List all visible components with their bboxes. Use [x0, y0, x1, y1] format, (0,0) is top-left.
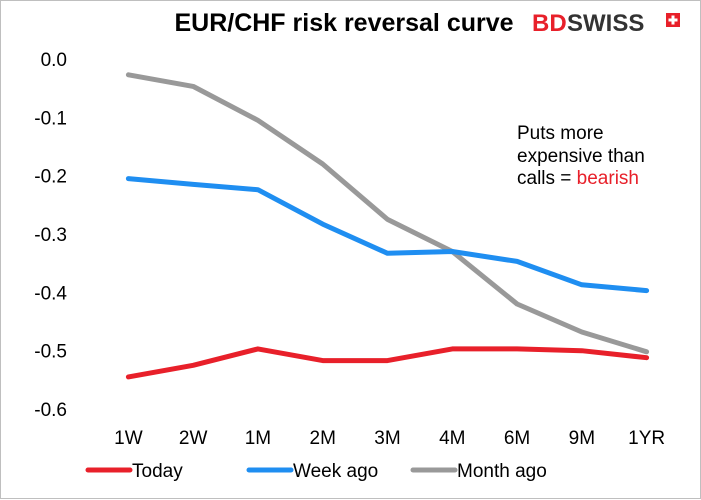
legend-label: Month ago: [457, 461, 547, 482]
x-tick-label: 6M: [504, 428, 530, 449]
y-tick-label: -0.4: [34, 283, 67, 304]
x-tick-label: 2M: [310, 428, 336, 449]
series-lines: [125, 72, 650, 380]
x-tick-label: 9M: [569, 428, 595, 449]
annotation-prefix: calls =: [517, 168, 577, 189]
swiss-cross-icon: [666, 13, 680, 27]
y-tick-label: 0.0: [41, 50, 67, 71]
x-tick-label: 2W: [179, 428, 208, 449]
chart-title: EUR/CHF risk reversal curve: [174, 9, 513, 37]
series-line-week-ago: [125, 176, 650, 294]
annotation-line-1: Puts more: [517, 123, 604, 144]
logo-swiss-text: SWISS: [567, 10, 644, 37]
y-tick-label: -0.6: [34, 400, 67, 421]
y-tick-label: -0.2: [34, 167, 67, 188]
legend-label: Today: [132, 461, 183, 482]
legend: Today Week ago Month ago: [85, 461, 547, 482]
legend-item-week-ago: Week ago: [246, 461, 378, 482]
annotation-highlight: bearish: [577, 168, 639, 189]
legend-label: Week ago: [293, 461, 378, 482]
y-tick-label: -0.3: [34, 225, 67, 246]
y-axis-ticks: 0.0 -0.1 -0.2 -0.3 -0.4 -0.5 -0.6: [34, 50, 67, 421]
y-tick-label: -0.5: [34, 342, 67, 363]
x-tick-label: 1YR: [628, 428, 665, 449]
x-tick-label: 3M: [374, 428, 400, 449]
x-tick-label: 4M: [439, 428, 465, 449]
legend-item-today: Today: [85, 461, 183, 482]
annotation-line-2: expensive than: [517, 146, 645, 167]
legend-item-month-ago: Month ago: [410, 461, 547, 482]
annotation-line-3: calls = bearish: [517, 168, 639, 189]
logo-bd-text: BD: [532, 10, 567, 37]
x-tick-label: 1M: [245, 428, 271, 449]
series-line-month-ago: [125, 72, 650, 355]
y-tick-label: -0.1: [34, 108, 67, 129]
brand-logo: BD SWISS: [532, 10, 680, 37]
series-line-today: [125, 346, 650, 380]
x-axis-ticks: 1W 2W 1M 2M 3M 4M 6M 9M 1YR: [114, 428, 665, 449]
x-tick-label: 1W: [114, 428, 143, 449]
annotation: Puts more expensive than calls = bearish: [517, 123, 645, 189]
